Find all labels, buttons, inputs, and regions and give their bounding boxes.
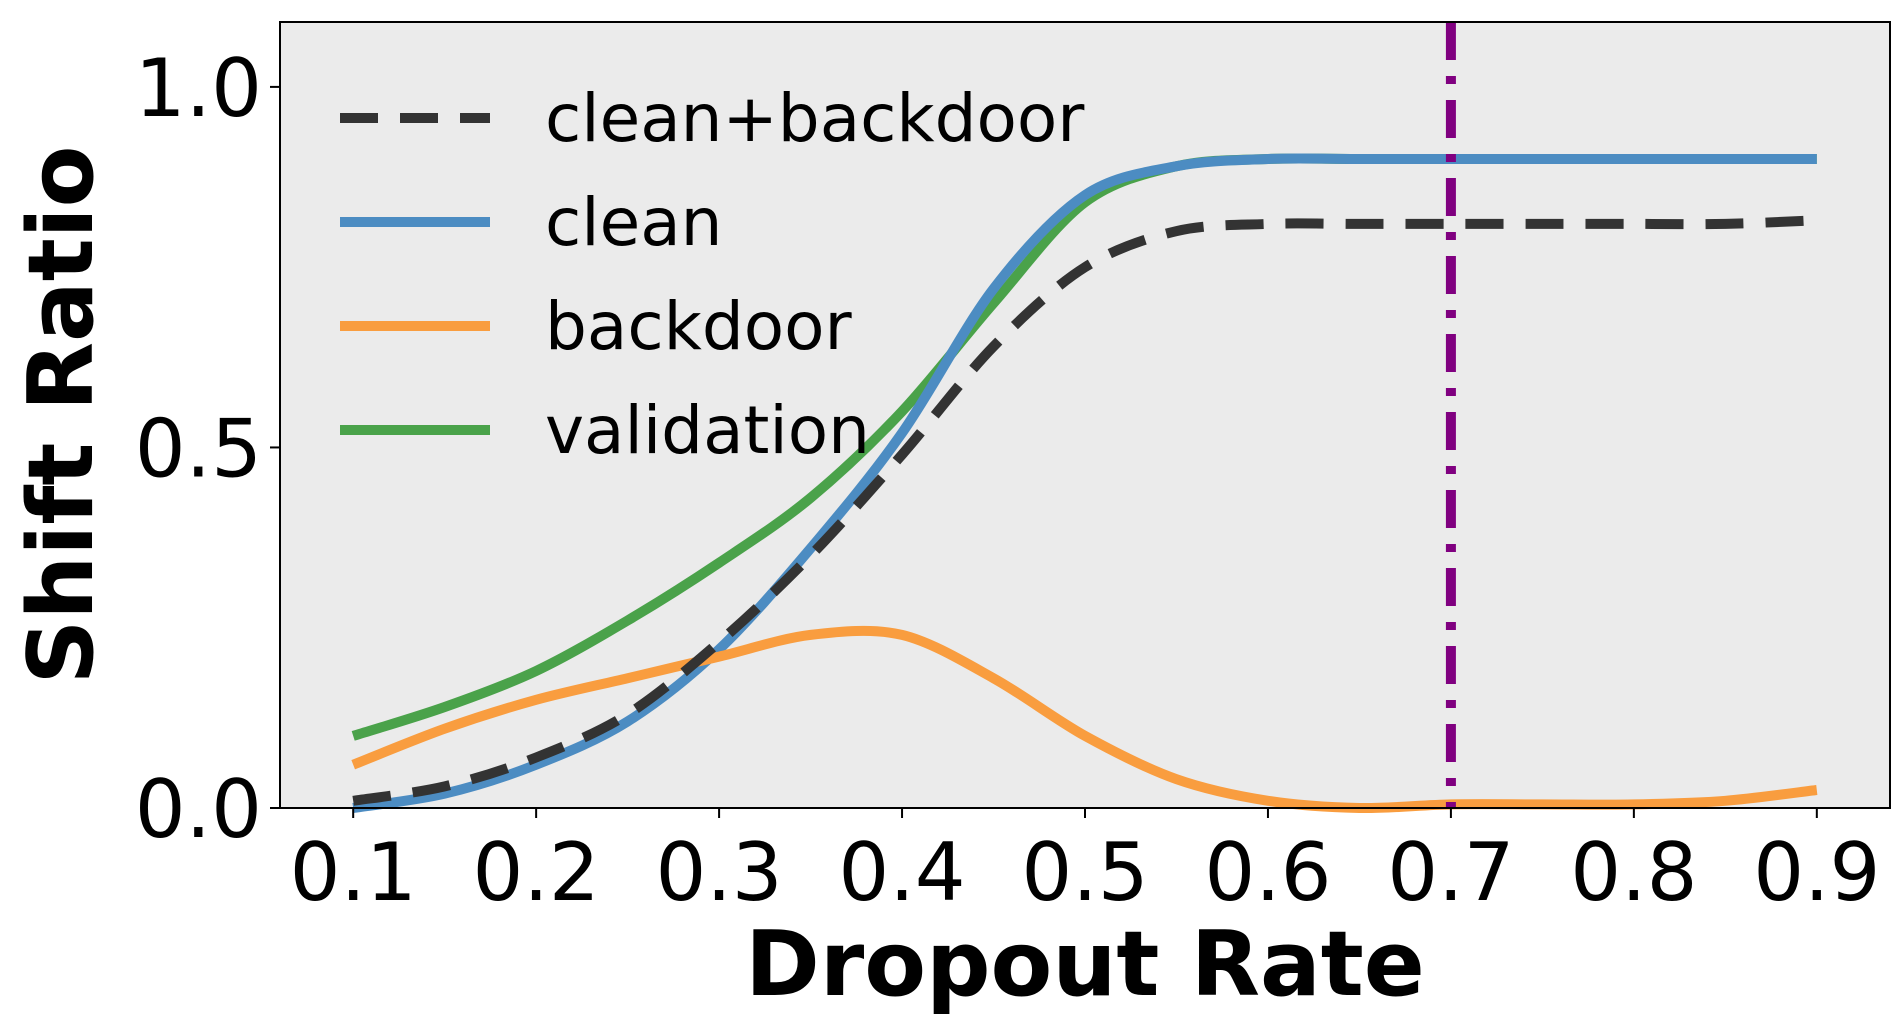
y-axis-ticks: 0.0 0.5 1.0	[135, 42, 280, 856]
x-tick-label: 0.6	[1204, 826, 1331, 919]
x-tick-label: 0.4	[838, 826, 965, 919]
legend: clean+backdoor clean backdoor validation	[340, 80, 1085, 469]
x-tick-label: 0.8	[1570, 826, 1697, 919]
x-tick-label: 0.2	[473, 826, 600, 919]
x-tick-label: 0.5	[1021, 826, 1148, 919]
y-axis-label: Shift Ratio	[9, 146, 114, 685]
x-tick-label: 0.9	[1753, 826, 1880, 919]
y-tick-label: 0.5	[135, 402, 262, 495]
x-tick-label: 0.7	[1387, 826, 1514, 919]
series-line-clean-backdoor	[352, 215, 1818, 806]
x-tick-label: 0.1	[290, 826, 417, 919]
plot-frame	[279, 21, 1891, 809]
series-layer	[351, 153, 1818, 814]
y-tick-label: 1.0	[135, 42, 262, 135]
x-axis-ticks: 0.1 0.2 0.3 0.4 0.5 0.6 0.7 0.8 0.9	[290, 808, 1880, 919]
plot-area	[280, 22, 1890, 808]
legend-label-validation: validation	[545, 392, 870, 469]
legend-label-backdoor: backdoor	[545, 288, 853, 365]
x-tick-label: 0.3	[655, 826, 782, 919]
series-line-backdoor	[351, 625, 1818, 814]
y-tick-label: 0.0	[135, 763, 262, 856]
legend-label-clean: clean	[545, 184, 723, 261]
x-axis-label: Dropout Rate	[745, 912, 1425, 1017]
series-line-clean	[352, 153, 1817, 813]
legend-label-clean-backdoor: clean+backdoor	[545, 80, 1085, 157]
